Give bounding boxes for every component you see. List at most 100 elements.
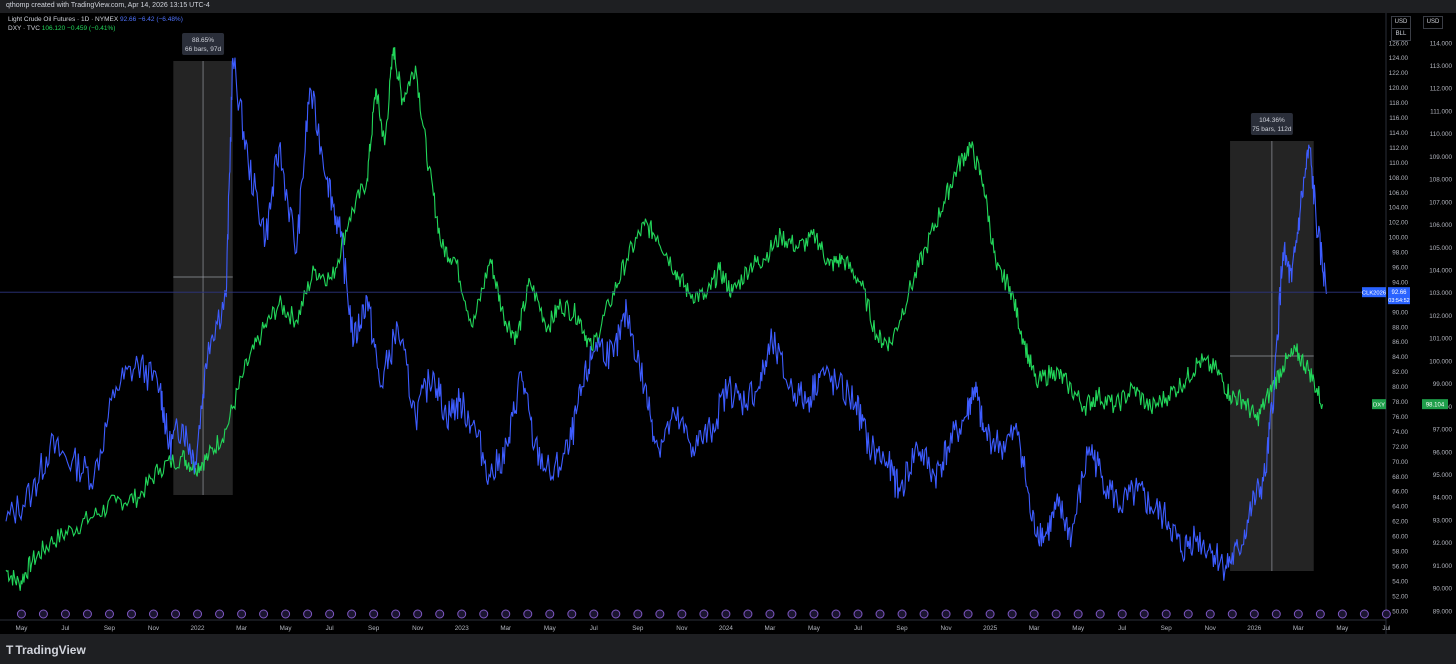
tradingview-mark-icon: T — [6, 643, 13, 657]
right-axis-currency-button[interactable]: USD — [1423, 16, 1443, 29]
right-axis-tick: 105.000 — [1429, 245, 1452, 252]
left-axis-tick: 74.00 — [1392, 429, 1408, 436]
time-axis-label: Nov — [676, 625, 688, 632]
right-axis-tick: 93.000 — [1433, 517, 1453, 524]
left-axis-tick: 120.00 — [1389, 85, 1409, 92]
event-marker-icon — [699, 609, 709, 619]
event-marker-icon — [1183, 609, 1193, 619]
left-axis-tick: 60.00 — [1392, 534, 1408, 541]
dxy-symbol-badge — [1372, 399, 1386, 410]
oil-symbol-label: CLK2026 — [1362, 290, 1386, 296]
left-axis-tick: 96.00 — [1392, 265, 1408, 272]
left-axis-tick: 112.00 — [1389, 145, 1408, 152]
event-marker-icon — [457, 609, 467, 619]
time-axis-label: May — [15, 625, 28, 632]
left-axis-tick: 68.00 — [1392, 474, 1408, 481]
time-axis-label: Sep — [896, 625, 908, 632]
left-axis-tick: 102.00 — [1389, 220, 1409, 227]
legend-dxy[interactable]: DXY · TVC 106.120 −0.459 (−0.41%) — [8, 25, 115, 32]
right-axis-tick: 99.000 — [1433, 381, 1453, 388]
event-marker-icon — [611, 609, 621, 619]
measure-label-box — [1250, 113, 1293, 135]
event-marker-icon — [347, 609, 357, 619]
time-axis-label: Nov — [148, 625, 160, 632]
right-axis-tick: 104.000 — [1429, 268, 1452, 275]
legend-oil-name: Light Crude Oil Futures · 1D · NYMEX — [8, 16, 119, 23]
right-axis-tick: 107.000 — [1429, 199, 1452, 206]
time-axis-label: Nov — [940, 625, 952, 632]
event-marker-icon — [1139, 609, 1149, 619]
event-marker-icon — [171, 609, 181, 619]
legend-dxy-value: 106.120 −0.459 (−0.41%) — [41, 25, 116, 32]
event-marker-icon — [589, 609, 599, 619]
oil-price-label: 92.66 — [1391, 290, 1407, 296]
right-axis-tick: 101.000 — [1429, 336, 1452, 343]
oil-countdown-label: 03:54:52 — [1388, 298, 1409, 304]
left-axis-tick: 58.00 — [1392, 549, 1408, 556]
right-axis-tick: 100.000 — [1429, 358, 1452, 365]
event-marker-icon — [677, 609, 687, 619]
chart-credit: qthomp created with TradingView.com, Apr… — [6, 2, 210, 9]
event-marker-icon — [325, 609, 335, 619]
event-marker-icon — [831, 609, 841, 619]
event-marker-icon — [1161, 609, 1171, 619]
time-axis-label: Mar — [765, 625, 776, 632]
time-axis-label: 2022 — [191, 625, 206, 632]
event-marker-icon — [1249, 609, 1259, 619]
left-axis-tick: 118.00 — [1389, 100, 1408, 107]
time-axis-label: 2025 — [983, 625, 998, 632]
right-axis-tick: 109.000 — [1429, 154, 1452, 161]
event-marker-icon — [1381, 609, 1391, 619]
time-axis-label: Jul — [326, 625, 334, 632]
left-axis-tick: 66.00 — [1392, 489, 1408, 496]
bottom-bar: T TradingView — [0, 634, 1456, 664]
right-axis-tick: 114.000 — [1430, 40, 1453, 47]
event-marker-icon — [875, 609, 885, 619]
event-marker-icon — [963, 609, 973, 619]
left-axis-unit-button[interactable]: BLL — [1391, 28, 1411, 41]
legend-oil[interactable]: Light Crude Oil Futures · 1D · NYMEX 92.… — [8, 16, 183, 23]
right-axis-tick: 94.000 — [1433, 495, 1453, 502]
time-axis-label: May — [280, 625, 293, 632]
left-axis-tick: 114.00 — [1389, 130, 1408, 137]
event-marker-icon — [1051, 609, 1061, 619]
event-marker-icon — [743, 609, 753, 619]
time-axis-label: Nov — [412, 625, 424, 632]
event-marker-icon — [501, 609, 511, 619]
time-axis-label: Jul — [1382, 625, 1390, 632]
measure-bars: 66 bars, 97d — [185, 46, 222, 53]
tradingview-logo[interactable]: T TradingView — [6, 643, 86, 657]
left-axis-tick: 50.00 — [1392, 608, 1408, 615]
event-marker-icon — [259, 609, 269, 619]
time-axis-label: Jul — [61, 625, 69, 632]
time-axis-label: Mar — [500, 625, 511, 632]
left-axis-tick: 88.00 — [1392, 324, 1408, 331]
oil-price-badge — [1388, 287, 1410, 305]
left-axis-tick: 76.00 — [1392, 414, 1408, 421]
event-marker-icon — [1293, 609, 1303, 619]
time-axis-label: 2023 — [455, 625, 470, 632]
event-marker-icon — [1271, 609, 1281, 619]
time-axis-label: 2026 — [1247, 625, 1262, 632]
price-chart[interactable]: 88.65% 66 bars, 97d 104.36% 75 bars, 112d 5… — [0, 13, 1456, 634]
event-marker-icon — [281, 609, 291, 619]
right-axis-tick: 91.000 — [1433, 563, 1453, 570]
event-marker-icon — [237, 609, 247, 619]
time-axis-label: Mar — [1029, 625, 1040, 632]
event-marker-icon — [567, 609, 577, 619]
event-marker-icon — [1117, 609, 1127, 619]
left-axis-tick: 104.00 — [1389, 205, 1409, 212]
right-axis-tick: 90.000 — [1433, 586, 1453, 593]
left-axis-tick: 90.00 — [1392, 309, 1408, 316]
time-axis-label: Sep — [1161, 625, 1173, 632]
event-marker-icon — [479, 609, 489, 619]
time-axis-label: Mar — [236, 625, 247, 632]
right-axis-tick: 108.000 — [1429, 177, 1452, 184]
event-marker-icon — [193, 609, 203, 619]
time-axis-label: Jul — [854, 625, 862, 632]
left-axis-tick: 94.00 — [1392, 279, 1408, 286]
event-marker-icon — [853, 609, 863, 619]
oil-series-line — [5, 57, 1328, 581]
measure-percent: 88.65% — [192, 37, 214, 44]
event-marker-icon — [1029, 609, 1039, 619]
